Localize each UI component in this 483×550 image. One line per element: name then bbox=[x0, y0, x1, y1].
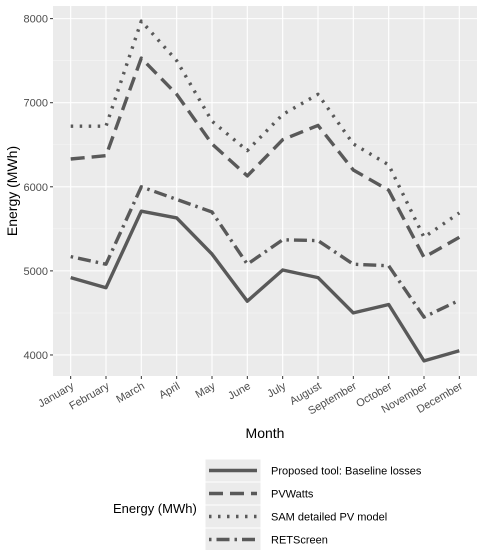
y-tick-label: 6000 bbox=[24, 182, 48, 194]
panel-background bbox=[53, 6, 477, 376]
legend-key-box bbox=[204, 527, 262, 550]
legend-title: Energy (MWh) bbox=[113, 501, 197, 516]
major-gridlines bbox=[53, 6, 477, 376]
legend-label: Proposed tool: Baseline losses bbox=[271, 466, 422, 478]
legend-label: RETScreen bbox=[271, 535, 328, 547]
x-tick-label: June bbox=[226, 380, 253, 402]
y-tick-label: 7000 bbox=[24, 98, 48, 110]
series-line bbox=[70, 185, 461, 319]
x-tick-label: April bbox=[157, 380, 182, 401]
legend: Energy (MWh) Proposed tool: Baseline los… bbox=[113, 458, 422, 550]
x-axis-title: Month bbox=[246, 425, 285, 441]
legend-keys: Proposed tool: Baseline losses PVWatts SAM… bbox=[204, 458, 422, 550]
series-lines bbox=[70, 19, 461, 363]
series-line bbox=[70, 209, 460, 363]
x-tick-label: July bbox=[265, 380, 288, 400]
y-tick-label: 4000 bbox=[24, 350, 48, 362]
x-tick-label: March bbox=[114, 380, 146, 406]
legend-key-box bbox=[204, 504, 262, 529]
x-tick-label: February bbox=[67, 380, 112, 413]
x-tick-label: May bbox=[194, 380, 218, 401]
minor-gridlines bbox=[53, 60, 477, 314]
series-line bbox=[70, 56, 461, 260]
y-tick-label: 5000 bbox=[24, 266, 48, 278]
series-line bbox=[70, 19, 461, 240]
y-tick-label: 8000 bbox=[24, 14, 48, 26]
y-axis-title: Energy (MWh) bbox=[4, 146, 20, 236]
y-axis: 4000 5000 6000 7000 8000 bbox=[24, 14, 53, 362]
legend-label: PVWatts bbox=[271, 489, 314, 501]
legend-label: SAM detailed PV model bbox=[271, 512, 387, 524]
